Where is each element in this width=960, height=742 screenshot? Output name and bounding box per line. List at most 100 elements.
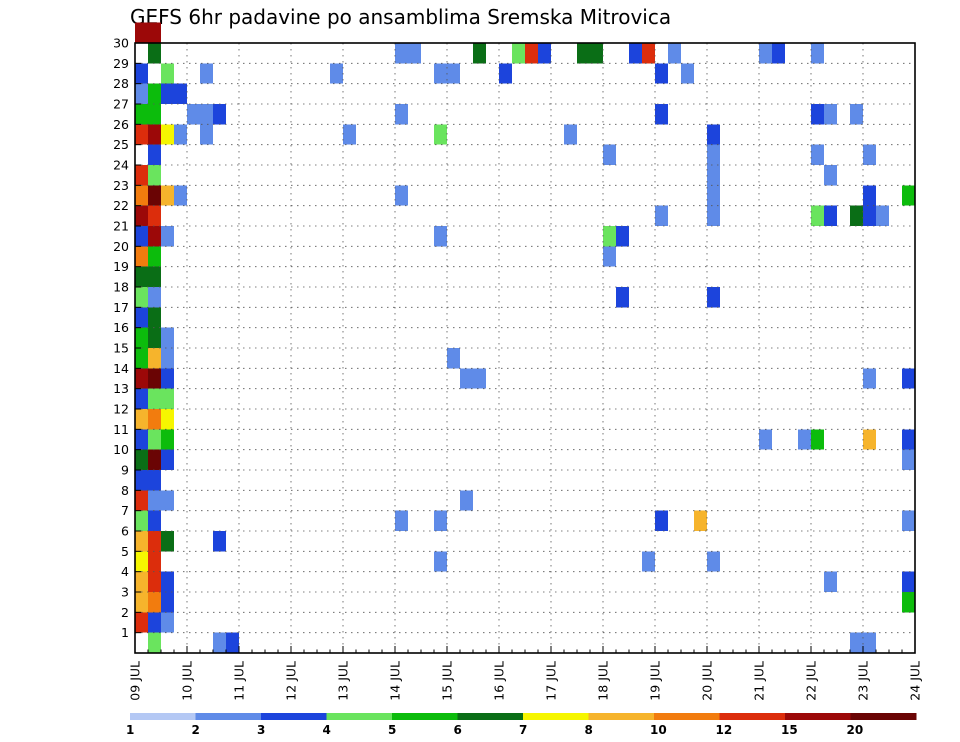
- precip-cell: [395, 185, 408, 206]
- precip-cell: [642, 43, 655, 64]
- precip-cell: [707, 205, 720, 226]
- precip-cell: [850, 205, 863, 226]
- precip-cell: [148, 144, 161, 165]
- precip-cell: [148, 531, 161, 552]
- y-tick-label: 2: [121, 605, 129, 620]
- y-tick-label: 11: [113, 422, 129, 437]
- precip-cell: [148, 510, 161, 531]
- precip-cell: [707, 144, 720, 165]
- y-tick-label: 23: [113, 178, 129, 193]
- precip-cell: [850, 104, 863, 125]
- y-tick-label: 30: [113, 36, 129, 51]
- y-tick-label: 28: [113, 76, 129, 91]
- precip-cell: [135, 287, 148, 308]
- precip-cell: [135, 409, 148, 430]
- precip-cell: [655, 205, 668, 226]
- y-tick-label: 9: [121, 463, 129, 478]
- precip-cell: [434, 63, 447, 84]
- x-tick-label: 12 JUL: [284, 661, 299, 701]
- precip-cell: [538, 43, 551, 64]
- x-tick-label: 19 JUL: [648, 661, 663, 701]
- y-tick-label: 26: [113, 117, 129, 132]
- x-tick-label: 21 JUL: [752, 661, 767, 701]
- precip-cell: [213, 104, 226, 125]
- precip-cell: [135, 124, 148, 145]
- precip-cell: [135, 592, 148, 613]
- colorbar-swatch: [195, 713, 262, 720]
- colorbar-swatch: [130, 713, 196, 720]
- y-tick-label: 10: [113, 442, 129, 457]
- y-tick-label: 7: [121, 503, 129, 518]
- precip-cell: [135, 327, 148, 348]
- precip-cell: [863, 368, 876, 389]
- y-tick-label: 15: [113, 341, 129, 356]
- precip-cell: [161, 327, 174, 348]
- precip-cell: [213, 531, 226, 552]
- colorbar-swatch: [850, 713, 917, 720]
- precip-cell: [499, 63, 512, 84]
- colorbar-label: 6: [454, 723, 462, 737]
- precip-cell: [148, 348, 161, 369]
- precip-cell: [187, 104, 200, 125]
- precip-cell: [902, 429, 915, 450]
- precip-cell: [902, 571, 915, 592]
- precip-cell: [148, 43, 161, 64]
- precip-cell: [135, 205, 148, 226]
- precip-cell: [174, 185, 187, 206]
- colorbar-label: 5: [388, 723, 396, 737]
- precip-cell: [148, 470, 161, 491]
- y-tick-label: 17: [113, 300, 129, 315]
- y-tick-label: 5: [121, 544, 129, 559]
- precip-cell: [148, 449, 161, 470]
- precip-cell: [629, 43, 642, 64]
- precip-cell: [148, 165, 161, 186]
- precip-cell: [135, 63, 148, 84]
- precip-cell: [343, 124, 356, 145]
- precip-cell: [512, 43, 525, 64]
- precip-cell: [135, 266, 148, 287]
- chart-title: GEFS 6hr padavine po ansamblima Sremska …: [130, 5, 671, 29]
- precip-cell: [811, 205, 824, 226]
- precip-cell: [161, 449, 174, 470]
- precip-cell: [902, 510, 915, 531]
- precip-cell: [811, 104, 824, 125]
- precip-cell: [161, 388, 174, 409]
- precip-cell: [824, 165, 837, 186]
- precip-cell: [330, 63, 343, 84]
- colorbar-label: 4: [323, 723, 331, 737]
- precip-cell: [863, 632, 876, 653]
- precip-cell: [824, 104, 837, 125]
- x-tick-label: 16 JUL: [492, 661, 507, 701]
- precip-cell: [707, 551, 720, 572]
- precip-cell: [148, 246, 161, 267]
- precip-cell: [148, 205, 161, 226]
- precip-cell: [655, 63, 668, 84]
- y-tick-label: 8: [121, 483, 129, 498]
- x-tick-label: 11 JUL: [232, 661, 247, 701]
- colorbar-swatch: [785, 713, 851, 720]
- precip-cell: [564, 124, 577, 145]
- y-tick-label: 12: [113, 402, 129, 417]
- precip-cell: [135, 571, 148, 592]
- precip-cell: [148, 266, 161, 287]
- precip-cell: [135, 104, 148, 125]
- colorbar: 1 2 3 4 5 6 7 8 10 12 15 20: [126, 713, 917, 737]
- y-tick-label: 27: [113, 97, 129, 112]
- precip-cell: [850, 632, 863, 653]
- x-tick-label: 18 JUL: [596, 661, 611, 701]
- precip-cell: [148, 551, 161, 572]
- precip-cell: [148, 409, 161, 430]
- colorbar-swatch: [326, 713, 393, 720]
- precip-cell: [200, 124, 213, 145]
- colorbar-swatch: [392, 713, 458, 720]
- precip-cell: [473, 43, 486, 64]
- precip-cell: [200, 104, 213, 125]
- precip-cell: [148, 185, 161, 206]
- precip-cell: [824, 205, 837, 226]
- x-tick-label: 14 JUL: [388, 661, 403, 701]
- precip-cell: [824, 571, 837, 592]
- precip-cell: [616, 287, 629, 308]
- precip-cell: [434, 551, 447, 572]
- precip-cell: [798, 429, 811, 450]
